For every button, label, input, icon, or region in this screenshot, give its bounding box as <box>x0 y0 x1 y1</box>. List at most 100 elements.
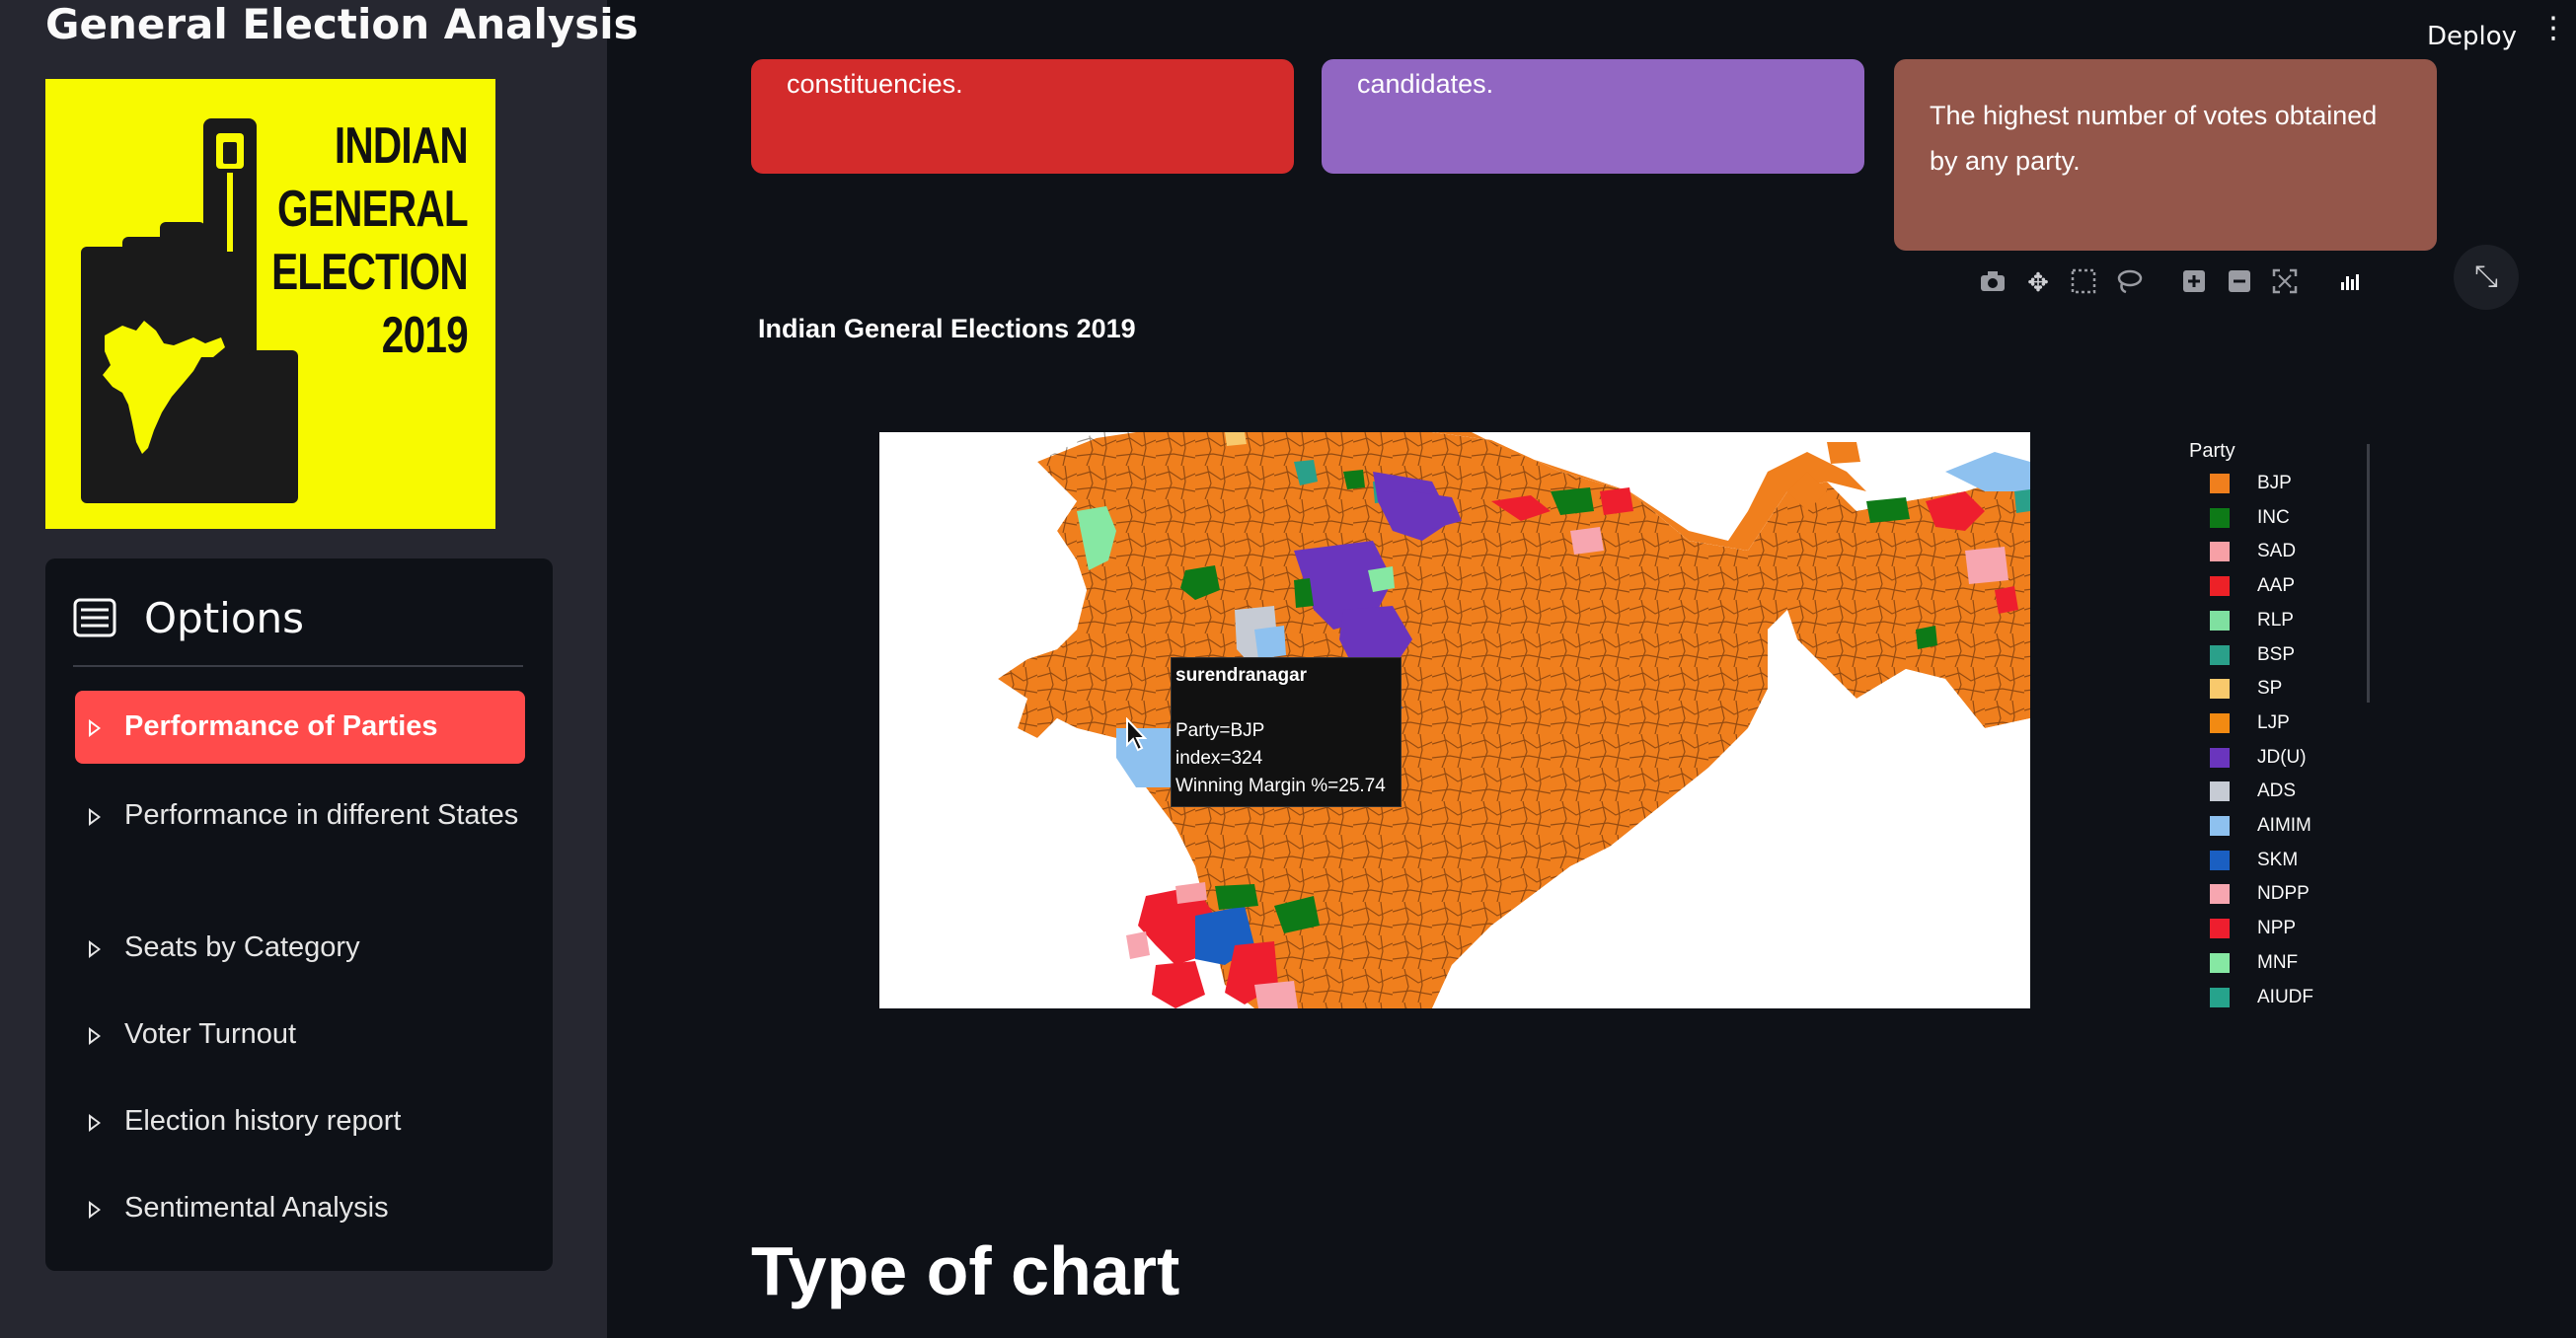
tooltip-margin: Winning Margin %=25.74 <box>1175 776 1386 796</box>
legend-swatch <box>2210 576 2230 597</box>
election-logo: INDIAN GENERAL ELECTION 2019 <box>45 79 495 529</box>
fullscreen-icon[interactable]: ⤡ <box>2454 245 2519 310</box>
logo-line-2: GENERAL <box>277 181 469 238</box>
logo-line-1: INDIAN <box>334 117 469 175</box>
legend-swatch <box>2210 644 2230 665</box>
legend-item[interactable]: BSP <box>2210 643 2295 667</box>
legend-scrollbar[interactable] <box>2367 444 2370 703</box>
legend-item[interactable]: INC <box>2210 506 2290 530</box>
choropleth-map[interactable] <box>879 432 2030 1008</box>
legend-label: SAD <box>2257 541 2297 562</box>
legend-label: LJP <box>2257 711 2290 733</box>
pan-icon[interactable]: ✥ <box>2027 268 2049 298</box>
options-menu: Options Performance of Parties Performan… <box>45 558 553 1271</box>
legend-swatch <box>2210 987 2230 1007</box>
card-text: constituencies. <box>787 69 963 99</box>
legend-swatch <box>2210 542 2230 562</box>
legend-item[interactable]: NPP <box>2210 917 2296 940</box>
legend-label: SP <box>2257 678 2283 700</box>
legend-item[interactable]: MNF <box>2210 951 2298 975</box>
logo-text: INDIAN GENERAL ELECTION 2019 <box>271 114 469 367</box>
legend-label: AIMIM <box>2257 815 2311 836</box>
legend-item[interactable]: AAP <box>2210 574 2295 598</box>
logo-line-4: 2019 <box>381 307 469 364</box>
india-map-svg[interactable] <box>879 432 2030 1008</box>
legend-swatch <box>2210 781 2230 802</box>
sidebar: General Election Analysis INDIAN GENERAL… <box>0 0 639 1338</box>
chart-legend: Party <box>2189 440 2235 471</box>
legend-item[interactable]: JD(U) <box>2210 746 2307 770</box>
play-icon <box>89 940 101 958</box>
metric-card-candidates: candidates. <box>1322 59 1864 174</box>
tooltip-index: index=324 <box>1175 748 1263 769</box>
camera-icon[interactable] <box>1976 266 2009 300</box>
tooltip-party: Party=BJP <box>1175 720 1265 741</box>
legend-label: SKM <box>2257 849 2299 870</box>
menu-item-label: Performance of Parties <box>124 710 438 742</box>
play-icon <box>89 719 101 737</box>
metric-card-highest-votes: The highest number of votes obtained by … <box>1894 59 2437 251</box>
menu-item-label: Performance in different States <box>124 799 519 831</box>
legend-item[interactable]: ADS <box>2210 780 2296 803</box>
card-text: The highest number of votes obtained <box>1930 101 2378 130</box>
menu-item-label: Voter Turnout <box>124 1018 297 1050</box>
plotly-logo-icon[interactable] <box>2333 266 2367 300</box>
card-list-icon <box>73 598 116 637</box>
autoscale-icon[interactable] <box>2268 266 2302 300</box>
legend-label: BJP <box>2257 473 2292 493</box>
menu-item-election-history-report[interactable]: Election history report <box>75 1091 525 1151</box>
legend-label: NPP <box>2257 918 2297 939</box>
legend-item[interactable]: SP <box>2210 677 2282 701</box>
legend-swatch <box>2210 816 2230 836</box>
app-title: General Election Analysis <box>45 0 639 48</box>
zoom-in-icon[interactable] <box>2177 266 2211 300</box>
menu-item-seats-by-category[interactable]: Seats by Category <box>75 918 525 977</box>
deploy-button[interactable]: Deploy <box>2427 22 2518 51</box>
play-icon <box>89 1114 101 1132</box>
legend-item[interactable]: AIMIM <box>2210 814 2311 838</box>
legend-swatch <box>2210 884 2230 905</box>
legend-item[interactable]: LJP <box>2210 711 2290 735</box>
logo-line-3: ELECTION <box>271 244 469 301</box>
plot-modebar: ✥ <box>1976 266 2367 306</box>
metric-card-constituencies: constituencies. <box>751 59 1294 174</box>
tooltip-constituency: surendranagar <box>1175 665 1308 686</box>
menu-item-label: Sentimental Analysis <box>124 1192 389 1224</box>
legend-label: BSP <box>2257 643 2296 665</box>
legend-item[interactable]: AIUDF <box>2210 986 2313 1009</box>
play-icon <box>89 808 101 826</box>
legend-item[interactable]: SKM <box>2210 849 2298 872</box>
box-select-icon[interactable] <box>2067 266 2100 300</box>
menu-item-performance-of-parties[interactable]: Performance of Parties <box>75 691 525 764</box>
options-title: Options <box>144 593 305 642</box>
hover-tooltip: surendranagar Party=BJP index=324 Winnin… <box>1171 657 1402 807</box>
legend-item[interactable]: RLP <box>2210 609 2294 632</box>
menu-item-performance-in-different-states[interactable]: Performance in different States <box>75 787 525 874</box>
legend-label: ADS <box>2257 780 2297 802</box>
legend-item[interactable]: BJP <box>2210 472 2292 495</box>
lasso-icon[interactable] <box>2112 266 2146 300</box>
legend-swatch <box>2210 919 2230 939</box>
menu-item-voter-turnout[interactable]: Voter Turnout <box>75 1004 525 1064</box>
legend-swatch <box>2210 952 2230 973</box>
play-icon <box>89 1027 101 1045</box>
legend-label: MNF <box>2257 951 2299 973</box>
legend-label: JD(U) <box>2257 746 2307 768</box>
chart-title: Indian General Elections 2019 <box>758 314 1136 343</box>
mouse-cursor-icon <box>1126 717 1148 752</box>
legend-swatch <box>2210 610 2230 631</box>
card-text: candidates. <box>1357 69 1494 99</box>
main-menu-icon[interactable]: ⋮ <box>2538 11 2568 45</box>
legend-title: Party <box>2189 440 2235 462</box>
legend-label: AIUDF <box>2257 986 2313 1007</box>
legend-swatch <box>2210 679 2230 700</box>
zoom-out-icon[interactable] <box>2223 266 2256 300</box>
legend-item[interactable]: SAD <box>2210 540 2296 563</box>
legend-label: AAP <box>2257 575 2296 597</box>
play-icon <box>89 1201 101 1219</box>
menu-item-label: Seats by Category <box>124 931 360 963</box>
legend-label: NDPP <box>2257 883 2310 905</box>
legend-swatch <box>2210 850 2230 870</box>
menu-item-sentimental-analysis[interactable]: Sentimental Analysis <box>75 1178 525 1237</box>
legend-item[interactable]: NDPP <box>2210 882 2310 906</box>
